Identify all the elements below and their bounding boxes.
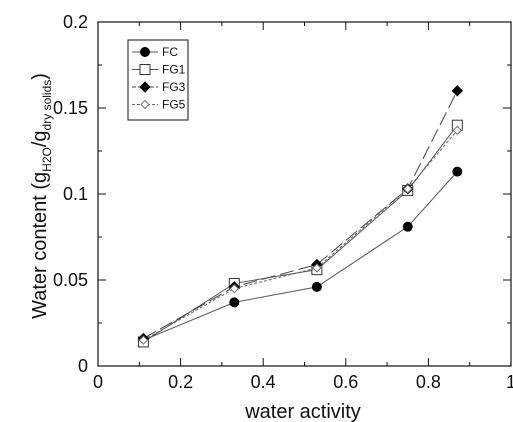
series-fg3	[137, 85, 464, 345]
data-point-fg5	[229, 283, 239, 294]
data-point-fc	[229, 297, 240, 308]
y-axis-title-end: )	[29, 73, 51, 80]
legend-marker-fg5	[140, 99, 150, 110]
x-tick-label: 0.8	[416, 372, 441, 392]
legend-label-fg3: FG3	[162, 80, 186, 94]
data-point-fg5	[403, 184, 413, 194]
y-axis-title-sub2: dry solids	[40, 80, 54, 131]
data-point-fg5	[138, 335, 149, 345]
y-axis-title-mid: /g	[29, 130, 51, 147]
legend-label-fc: FC	[162, 45, 178, 59]
data-point-fg3	[451, 85, 464, 97]
x-axis-title: water activity	[244, 401, 361, 422]
data-point-fc	[311, 281, 322, 292]
y-axis-title-sub1: H2O	[40, 147, 54, 172]
legend-marker-fg3	[139, 81, 151, 93]
y-tick-label: 0	[78, 356, 88, 376]
x-tick-label: 0.4	[251, 372, 276, 392]
data-point-fc	[402, 221, 413, 232]
series-line-fc	[143, 171, 458, 341]
data-point-fg5	[452, 125, 463, 136]
x-tick-label: 1	[506, 372, 513, 392]
y-tick-label: 0.05	[53, 270, 88, 290]
legend-label-fg5: FG5	[162, 98, 186, 112]
legend-label-fg1: FG1	[162, 63, 186, 77]
data-point-fc	[452, 166, 463, 177]
series-fg5	[138, 125, 463, 345]
y-axis-title: Water content (gH2O/gdry solids)	[29, 73, 54, 319]
x-tick-label: 0.2	[168, 372, 193, 392]
y-tick-label: 0.2	[63, 12, 88, 32]
series-fc	[138, 166, 463, 346]
y-axis-title-main: Water content (g	[29, 172, 51, 319]
legend-marker-fg1	[139, 64, 151, 75]
series-fg1	[137, 119, 463, 348]
x-tick-label: 0	[93, 372, 103, 392]
series-line-fg3	[143, 90, 458, 339]
legend-box	[127, 39, 189, 121]
x-tick-label: 0.6	[333, 372, 358, 392]
data-point-fg5	[312, 263, 322, 273]
y-tick-label: 0.15	[53, 98, 88, 118]
y-tick-label: 0.1	[63, 184, 88, 204]
series-line-fg5	[143, 130, 458, 341]
series-line-fg1	[143, 124, 458, 343]
legend-marker-fc	[140, 47, 150, 57]
